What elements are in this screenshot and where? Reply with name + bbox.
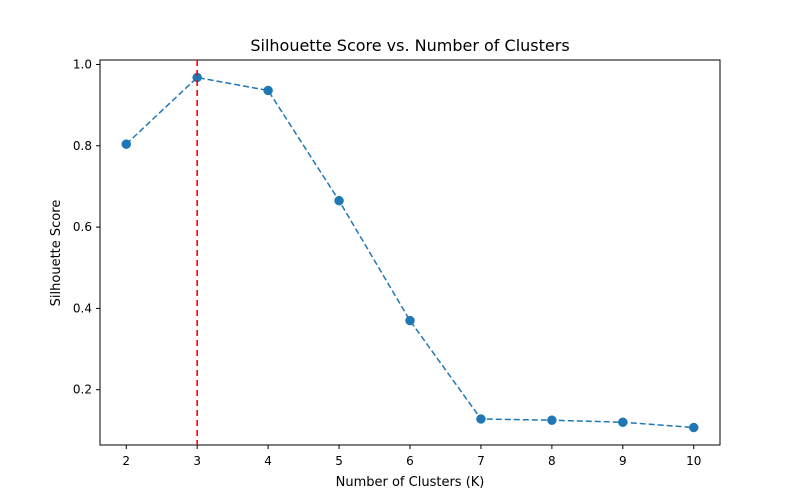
y-tick-label: 0.2 (73, 383, 92, 397)
data-point (618, 417, 628, 427)
y-tick-label: 1.0 (73, 57, 92, 71)
x-tick-label: 10 (686, 454, 701, 468)
x-tick-label: 6 (406, 454, 414, 468)
chart-title: Silhouette Score vs. Number of Clusters (250, 36, 569, 55)
data-point (121, 139, 131, 149)
data-point (334, 195, 344, 206)
x-axis-label: Number of Clusters (K) (336, 475, 485, 490)
x-tick-label: 9 (619, 454, 627, 468)
x-tick-label: 2 (122, 454, 130, 468)
x-tick-label: 7 (477, 454, 485, 468)
plot-area: 0.2 0.4 0.6 0.8 1.0 2 3 4 5 6 7 8 9 10 (73, 57, 721, 468)
y-axis-label: Silhouette Score (49, 200, 64, 307)
x-tick-label: 3 (193, 454, 201, 468)
data-point (689, 422, 699, 433)
y-tick-label: 0.8 (73, 139, 92, 153)
y-tick-label: 0.6 (73, 220, 92, 234)
data-point (547, 415, 557, 425)
y-tick-label: 0.4 (73, 301, 92, 315)
data-point (263, 85, 273, 96)
x-tick-label: 4 (264, 454, 272, 468)
x-tick-label: 8 (548, 454, 556, 468)
x-tick-label: 5 (335, 454, 343, 468)
data-point (405, 315, 415, 326)
series-line (125, 76, 694, 429)
data-point (476, 414, 486, 424)
